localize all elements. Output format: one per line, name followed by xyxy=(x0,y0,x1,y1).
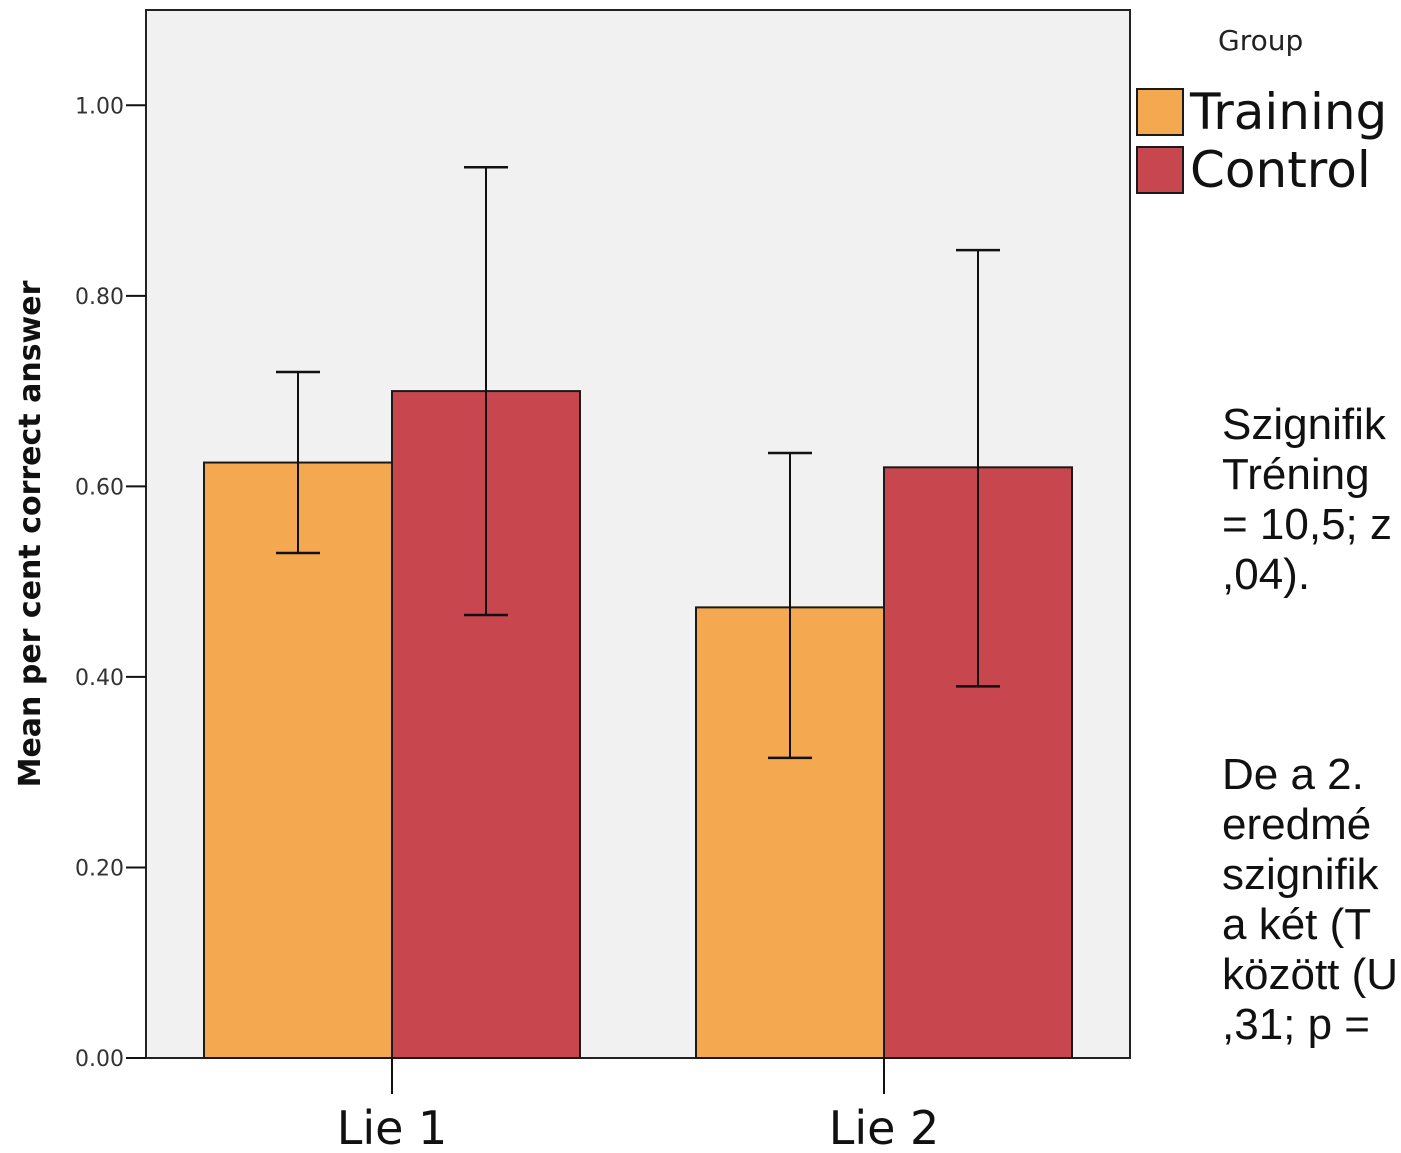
y-axis-label: Mean per cent correct answer xyxy=(13,280,48,787)
legend-item-training: Training xyxy=(1136,80,1387,144)
y-tick-label-4: 0.80 xyxy=(75,285,124,310)
y-tick-label-3: 0.60 xyxy=(75,475,124,500)
side-note-paragraph-1: Szignifik Tréning = 10,5; z ,04). xyxy=(1222,400,1401,600)
legend-swatch-training xyxy=(1136,88,1184,136)
side-note-paragraph-2: De a 2. eredmé szignifik a két (T között… xyxy=(1222,750,1401,1050)
legend-swatch-control xyxy=(1136,146,1184,194)
y-tick-label-0: 0.00 xyxy=(75,1047,124,1072)
legend-label-training: Training xyxy=(1190,87,1387,137)
x-tick-label-1: Lie 2 xyxy=(829,1101,940,1153)
y-tick-label-2: 0.40 xyxy=(75,666,124,691)
y-tick-label-5: 1.00 xyxy=(75,94,124,119)
x-tick-label-0: Lie 1 xyxy=(337,1101,448,1153)
y-tick-label-1: 0.20 xyxy=(75,856,124,881)
legend-item-control: Control xyxy=(1136,138,1371,202)
side-note-text: Szignifik Tréning = 10,5; z ,04). De a 2… xyxy=(1222,300,1401,1100)
legend-label-control: Control xyxy=(1190,145,1371,195)
legend-title: Group xyxy=(1218,24,1303,57)
